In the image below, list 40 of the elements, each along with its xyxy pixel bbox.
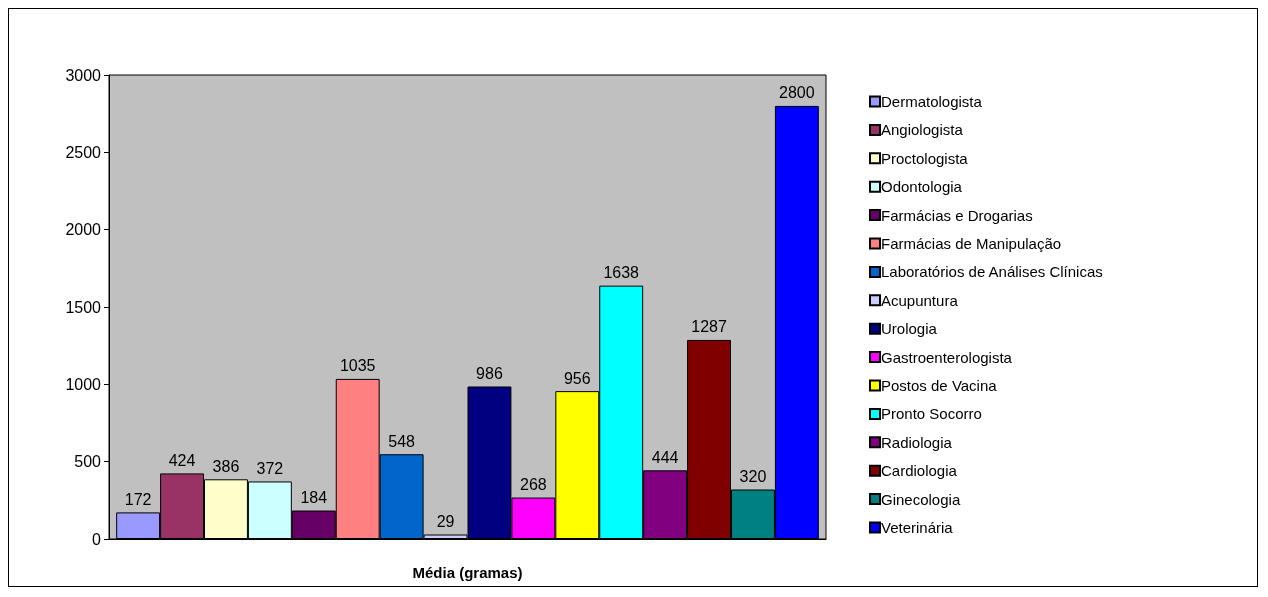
y-tick-label: 2000 [65,221,102,239]
y-tick-label: 1000 [65,375,102,393]
y-tick-label: 500 [74,453,102,471]
legend-label: Dermatologista [881,93,983,110]
data-label: 29 [436,513,455,531]
data-label: 548 [388,432,416,450]
data-label: 320 [739,468,767,486]
legend-label: Radiologia [881,433,953,451]
data-label: 1638 [603,264,640,282]
data-label: 372 [256,459,284,477]
y-tick-label: 0 [92,530,102,548]
data-label: 424 [168,451,196,469]
legend-label: Cardiologia [881,462,958,480]
data-label: 986 [476,365,503,382]
data-label: 2800 [779,84,815,102]
data-label: 268 [520,476,547,494]
data-label: 1287 [691,318,727,336]
legend-label: Acupuntura [881,291,959,309]
legend-label: Proctologista [881,149,969,167]
data-label: 172 [124,490,152,508]
y-tick-label: 2500 [65,143,102,161]
legend-label: Angiologista [881,121,964,139]
legend-label: Veterinária [881,519,954,536]
legend-label: Pronto Socorro [881,405,982,423]
legend-label: Gastroenterologista [881,348,1013,366]
data-label: 956 [563,369,591,387]
legend-label: Farmácias de Manipulação [881,235,1062,252]
y-tick-label: 3000 [65,66,102,84]
legend-label: Farmácias e Drogarias [881,206,1033,224]
data-label: 386 [212,457,240,475]
data-label: 184 [300,489,328,507]
legend-label: Odontologia [881,178,963,196]
data-label: 444 [651,448,679,466]
legend-label: Postos de Vacina [881,377,998,394]
legend-label: Ginecologia [881,490,961,508]
legend-label: Laboratórios de Análises Clínicas [881,263,1103,281]
legend-label: Urologia [881,320,938,338]
x-axis-title: Média (gramas) [412,564,523,581]
data-label: 1035 [339,357,376,375]
y-tick-label: 1500 [65,298,102,316]
